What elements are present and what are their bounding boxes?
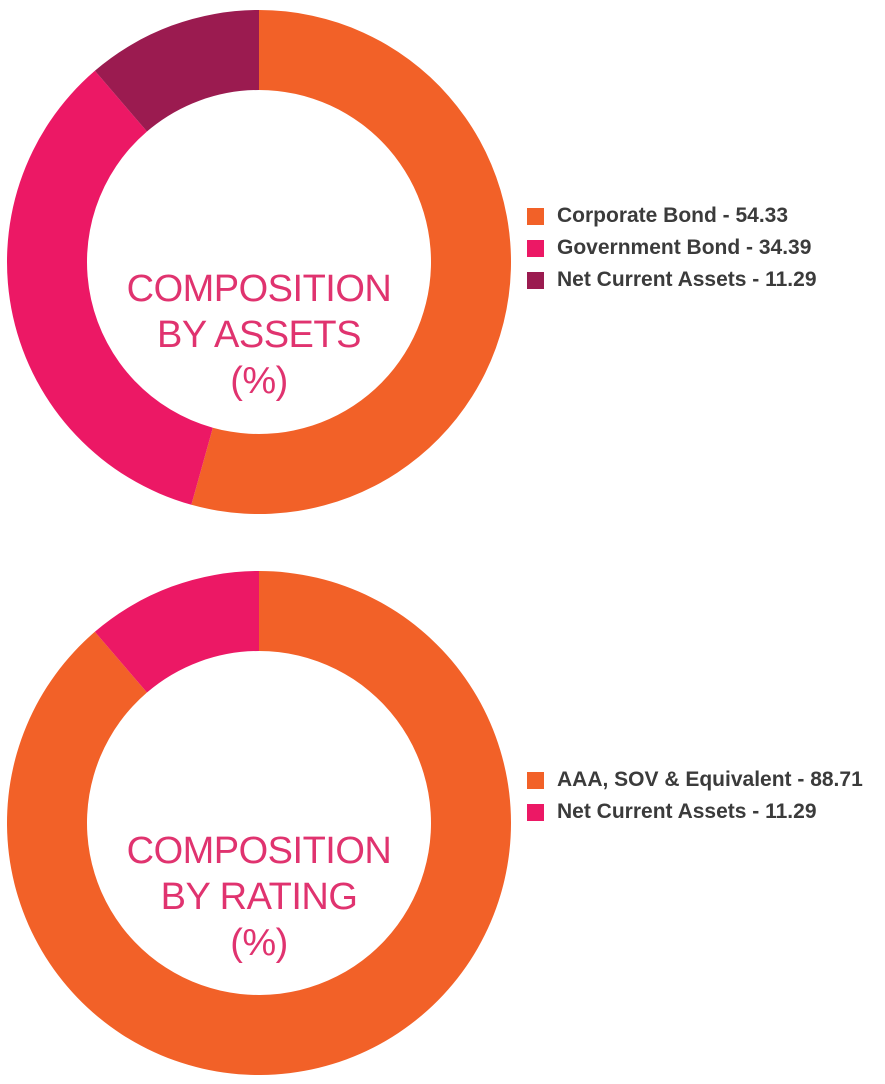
composition-by-rating-chart: COMPOSITION BY RATING (%) AAA, SOV & Equ… (0, 540, 885, 1084)
rating-title-line-2: BY RATING (160, 876, 358, 918)
legend-item-net-current-assets: Net Current Assets - 11.29 (527, 796, 872, 828)
legend-label: Corporate Bond - 54.33 (557, 204, 789, 227)
legend-label: AAA, SOV & Equivalent - 88.71 (557, 768, 863, 791)
slice-net-current-assets (94, 571, 260, 693)
legend-swatch (527, 240, 544, 257)
legend-item-corporate-bond: Corporate Bond - 54.33 (527, 200, 872, 232)
legend-swatch (527, 208, 544, 225)
composition-by-assets-chart: COMPOSITION BY ASSETS (%) Corporate Bond… (0, 0, 885, 540)
slice-corporate-bond (191, 10, 511, 514)
legend-item-aaa-sov-equivalent: AAA, SOV & Equivalent - 88.71 (527, 764, 872, 796)
assets-legend: Corporate Bond - 54.33 Government Bond -… (527, 200, 872, 296)
legend-label: Net Current Assets - 11.29 (557, 800, 817, 823)
slice-government-bond (7, 70, 213, 505)
legend-item-net-current-assets: Net Current Assets - 11.29 (527, 264, 872, 296)
legend-swatch (527, 772, 544, 789)
slice-aaa-sov-equivalent (7, 571, 512, 1075)
assets-title-line-1: COMPOSITION (126, 268, 392, 310)
assets-title-line-3: (%) (230, 360, 288, 402)
rating-title-line-1: COMPOSITION (126, 830, 392, 872)
assets-title-line-2: BY ASSETS (157, 314, 361, 356)
legend-item-government-bond: Government Bond - 34.39 (527, 232, 872, 264)
slice-net-current-assets (94, 10, 259, 132)
legend-swatch (527, 272, 544, 289)
rating-donut (7, 571, 512, 1075)
legend-label: Government Bond - 34.39 (557, 236, 812, 259)
assets-center-title: COMPOSITION BY ASSETS (%) (79, 266, 439, 404)
rating-center-title: COMPOSITION BY RATING (%) (79, 828, 439, 966)
assets-donut (7, 10, 511, 514)
rating-legend: AAA, SOV & Equivalent - 88.71 Net Curren… (527, 764, 872, 828)
rating-title-line-3: (%) (230, 922, 288, 964)
legend-label: Net Current Assets - 11.29 (557, 268, 817, 291)
legend-swatch (527, 804, 544, 821)
